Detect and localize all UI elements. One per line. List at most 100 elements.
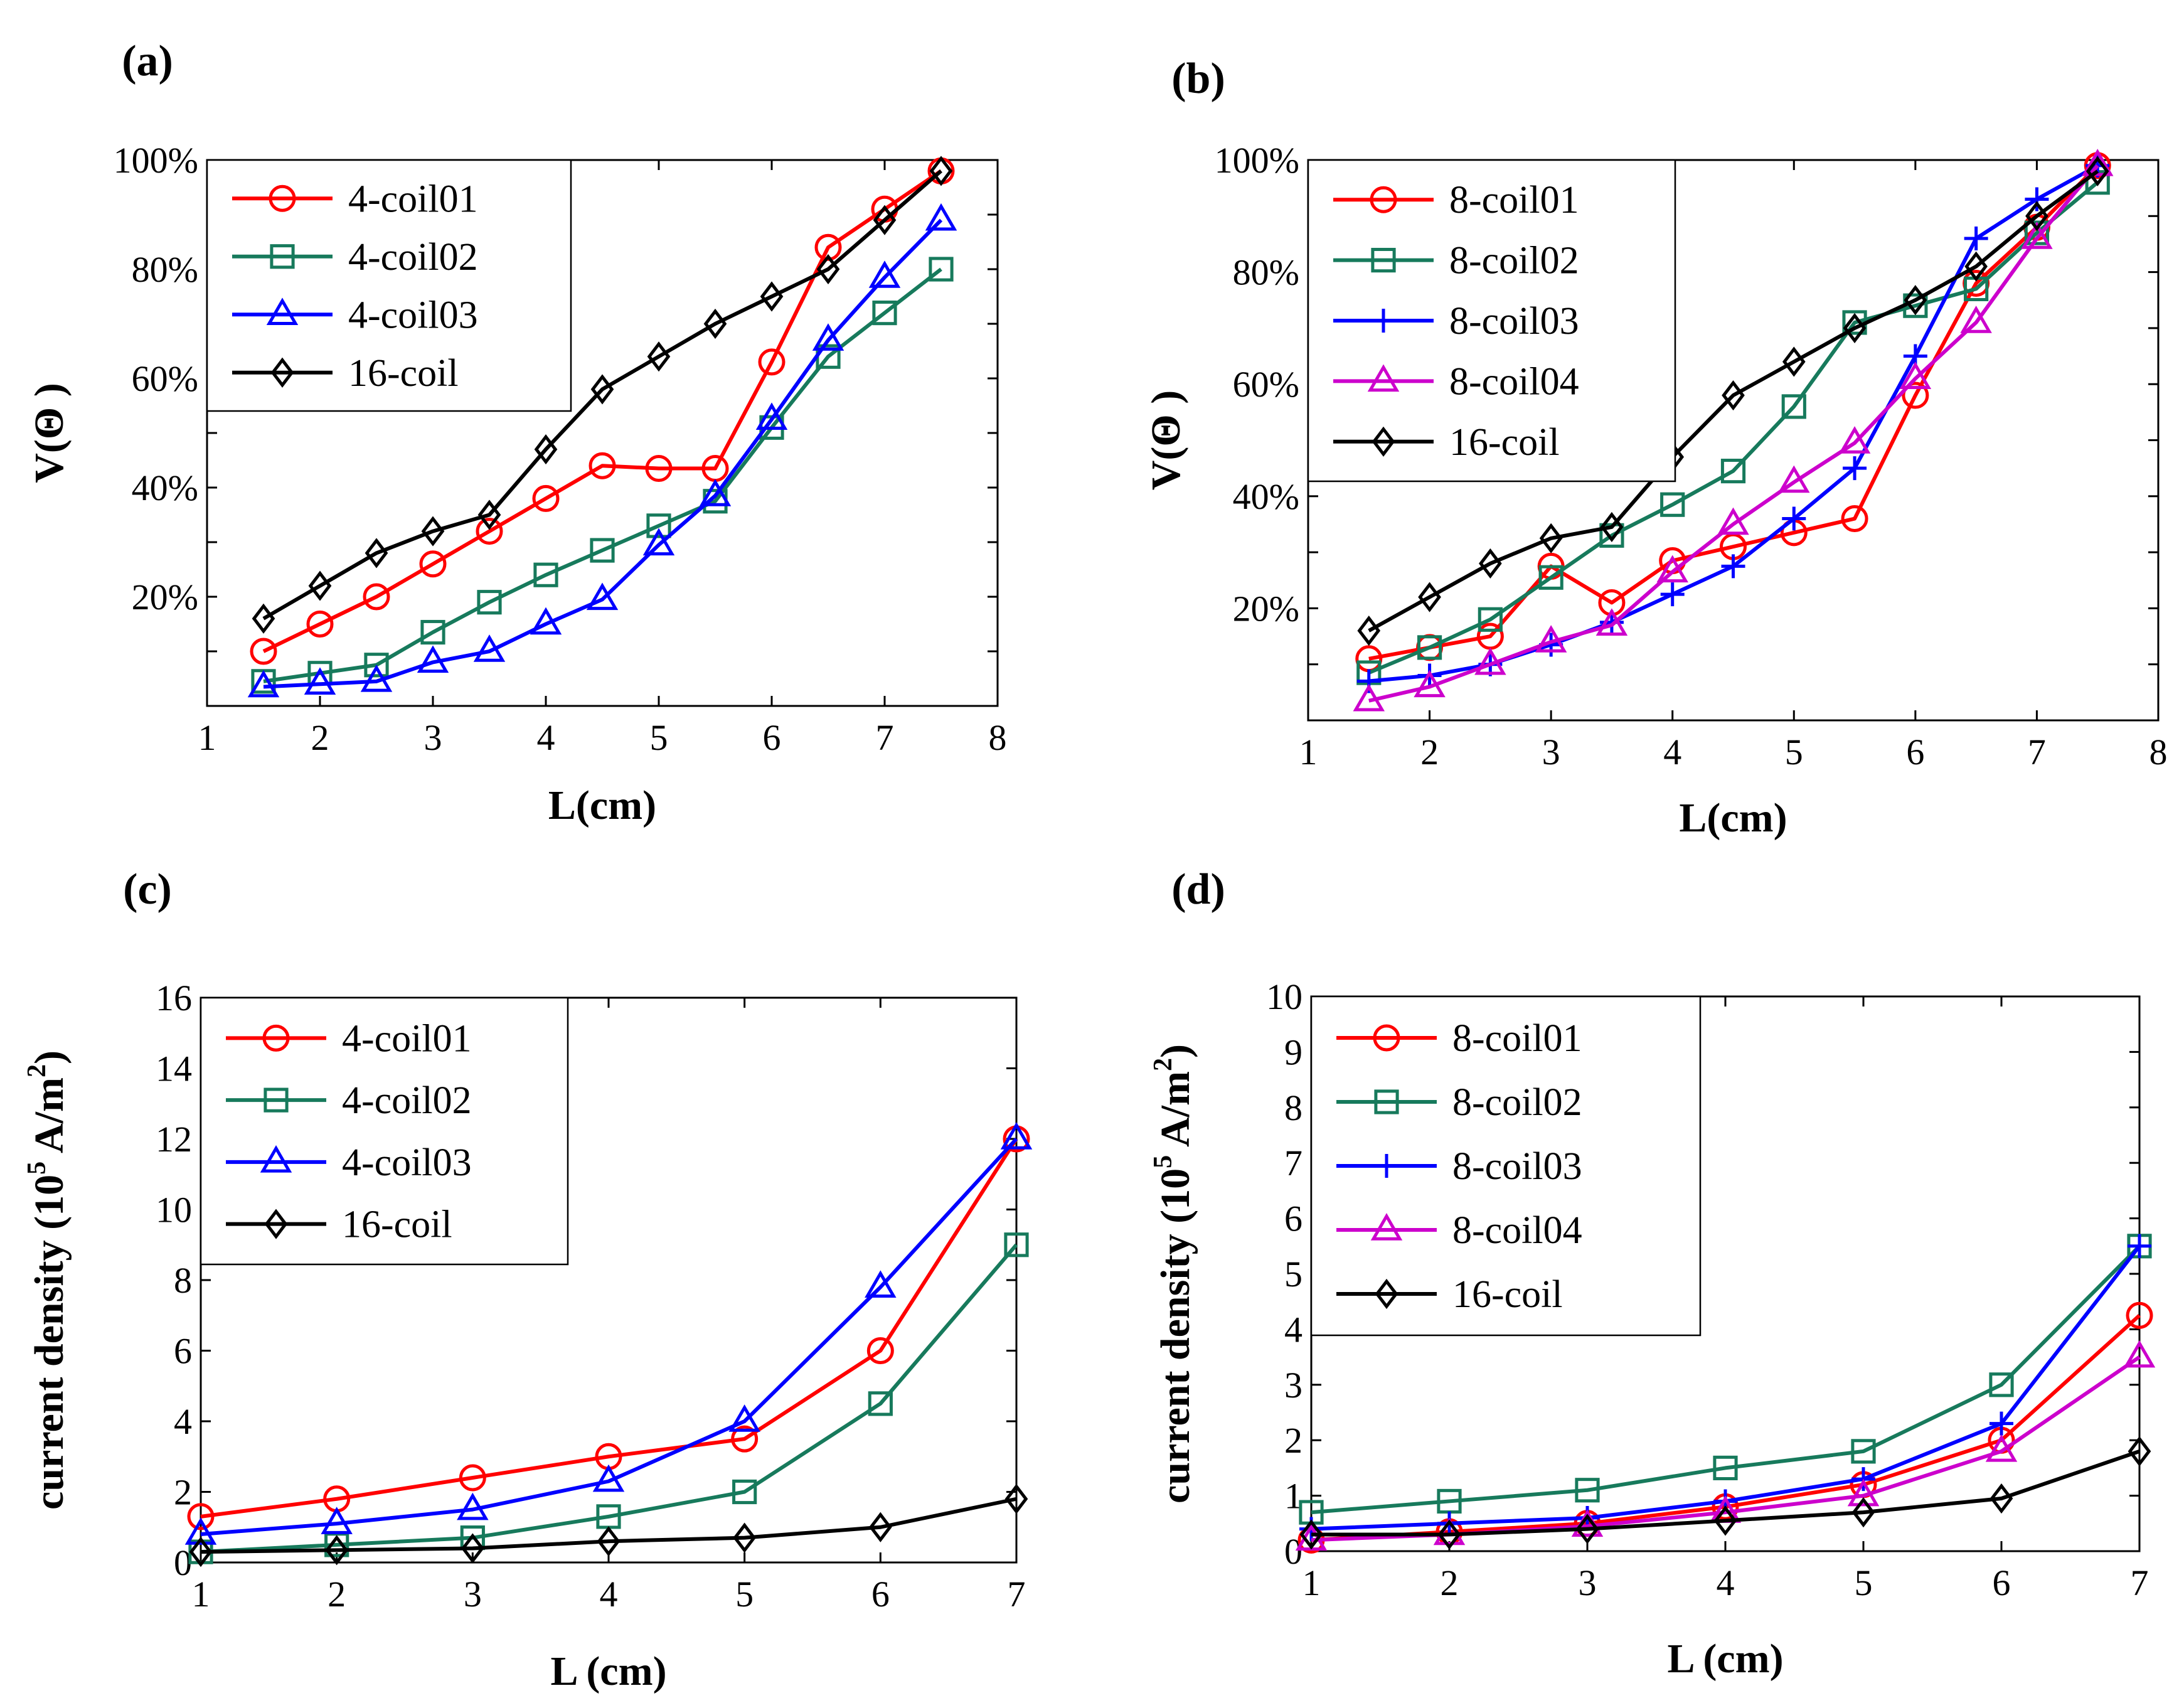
data-point (2123, 1340, 2156, 1368)
series-line (1368, 164, 2099, 703)
x-tick-label: 4 (600, 1574, 618, 1615)
y-axis-title-part: A/m (1153, 1071, 1198, 1155)
data-point (1722, 380, 1745, 411)
legend-entry-label: 8-coil03 (1452, 1145, 1582, 1188)
legend-entry-label: 8-coil04 (1449, 360, 1579, 403)
y-axis-title-superscript: 2 (23, 1064, 51, 1077)
y-axis-title-1: V(Θ ) (1143, 390, 1189, 490)
y-tick-label: 20% (1233, 588, 1299, 629)
y-tick-label: 10 (1266, 976, 1302, 1017)
y-tick-label: 5 (1284, 1254, 1302, 1295)
legend-swatch-marker (1370, 186, 1397, 213)
legend-box (200, 996, 569, 1266)
data-point (1575, 1478, 1600, 1503)
x-tick-label: 1 (1299, 732, 1318, 772)
data-point (530, 607, 562, 635)
x-tick-label: 3 (1542, 732, 1560, 772)
series-8-coil04 (1353, 149, 2114, 712)
series-line (1311, 1244, 2141, 1515)
data-point (421, 516, 445, 547)
chart-panel-0: (a) 1 2 3 4 5 6 7 8 20% 40% 60% 80% 100% L(cm) V(Θ ) 4-c… (26, 37, 1007, 828)
y-tick-label: 4 (1284, 1309, 1302, 1350)
series-16-coil (189, 1483, 1028, 1567)
data-point (1660, 492, 1685, 517)
data-point (597, 1526, 621, 1557)
data-point (477, 499, 501, 530)
data-point (1778, 465, 1810, 493)
y-axis-title-superscript: 2 (1149, 1058, 1178, 1071)
series-line (200, 1243, 1018, 1554)
legend-entry-label: 8-coil03 (1449, 300, 1579, 343)
data-point (925, 203, 957, 231)
data-point (2021, 222, 2053, 249)
data-point (189, 1537, 213, 1567)
legend-entry-label: 4-coil02 (348, 236, 478, 279)
legend-entry-label: 8-coil02 (1449, 240, 1579, 282)
data-point (364, 653, 389, 678)
data-point (187, 1503, 215, 1530)
data-point (1478, 607, 1503, 632)
x-tick-label: 6 (1906, 732, 1924, 772)
series-16-coil (252, 156, 953, 634)
data-point (461, 1533, 484, 1564)
series-8-coil01 (1297, 1301, 2153, 1554)
data-point (1575, 1514, 1599, 1544)
x-tick-label: 5 (1855, 1562, 1873, 1603)
data-point (247, 670, 280, 698)
data-point (250, 638, 277, 665)
series-4-coil01 (250, 157, 955, 665)
data-point (731, 1425, 759, 1453)
y-tick-label: 2 (1284, 1420, 1302, 1461)
y-tick-label: 3 (1284, 1365, 1302, 1406)
data-point (1720, 459, 1746, 484)
x-tick-label: 4 (537, 717, 555, 758)
data-point (2128, 1234, 2151, 1258)
series-4-coil02 (188, 1232, 1029, 1564)
x-tick-label: 7 (2131, 1562, 2149, 1603)
y-tick-label: 8 (1284, 1087, 1302, 1128)
data-point (420, 619, 445, 645)
legend-swatch-marker (1370, 1213, 1403, 1241)
data-point (699, 479, 732, 506)
x-tick-label: 7 (2028, 732, 2046, 772)
data-point (703, 308, 727, 339)
x-tick-label: 6 (871, 1574, 890, 1615)
data-point (816, 254, 840, 285)
legend-swatch-marker (1375, 1278, 1398, 1310)
y-axis-title-part: current density (10 (1153, 1168, 1198, 1503)
data-point (1474, 647, 1506, 675)
data-point (1595, 608, 1628, 636)
y-axis-title-part: ) (1153, 1044, 1198, 1058)
series-16-coil (1357, 156, 2109, 646)
data-point (760, 281, 784, 312)
legend-entry-label: 8-coil04 (1452, 1209, 1582, 1252)
x-axis-title-1: L(cm) (1679, 795, 1787, 841)
data-point (1843, 456, 1867, 481)
data-point (1357, 616, 1381, 646)
data-point (1660, 582, 1685, 607)
x-tick-label: 8 (2149, 732, 2168, 772)
legend-entry-label: 16-coil (1449, 421, 1560, 464)
data-point (1960, 306, 1992, 333)
data-point (252, 603, 275, 634)
y-axis-title-superscript: 5 (1149, 1155, 1178, 1168)
data-point (647, 341, 671, 372)
y-tick-label: 40% (1233, 476, 1299, 517)
data-point (1899, 361, 1932, 390)
x-tick-label: 2 (311, 717, 329, 758)
legend-entry-label: 4-coil02 (342, 1079, 472, 1122)
data-point (1600, 511, 1624, 542)
series-line (1311, 1355, 2141, 1542)
legend-entry-label: 16-coil (342, 1204, 452, 1246)
y-tick-label: 40% (132, 467, 198, 508)
legend-swatch-marker (1367, 364, 1400, 392)
legend-entry-label: 8-coil01 (1452, 1017, 1582, 1060)
data-point (733, 1522, 757, 1553)
y-axis-title-superscript: 5 (23, 1161, 51, 1175)
legend-3: 8-coil01 8-coil02 8-coil03 8-coil04 16-coil (1310, 995, 1702, 1337)
legend-swatch-marker (1375, 1154, 1398, 1178)
data-point (758, 348, 786, 376)
data-point (1717, 507, 1749, 535)
data-point (534, 434, 558, 465)
